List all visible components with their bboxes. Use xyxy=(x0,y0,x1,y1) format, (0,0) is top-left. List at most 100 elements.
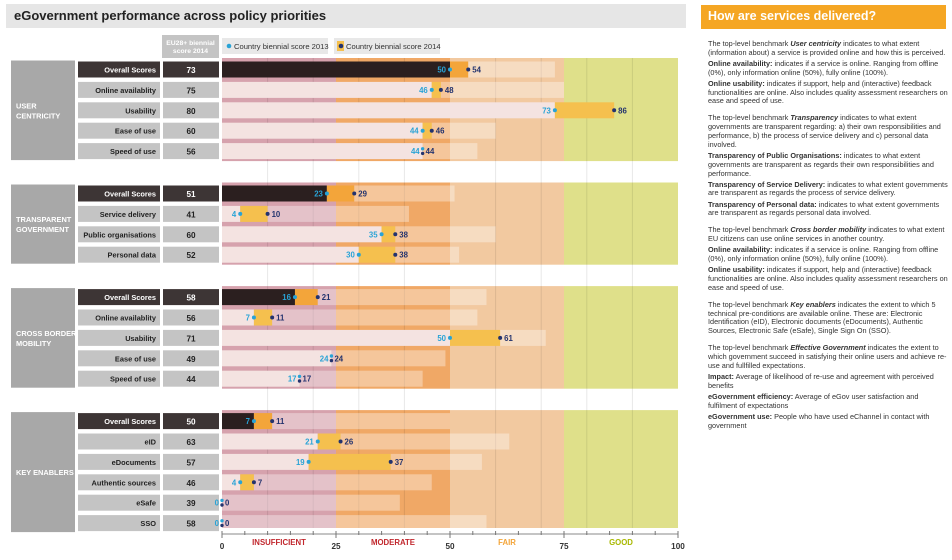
row-label-box xyxy=(78,309,160,326)
value-2014: 11 xyxy=(276,417,285,426)
eu-gap-bar xyxy=(299,370,423,387)
eu-header-line1: EU28+ biennial xyxy=(166,40,215,47)
dot-2014 xyxy=(220,523,224,528)
x-tick-label: 50 xyxy=(445,542,455,551)
value-2013: 17 xyxy=(288,375,297,384)
value-2014: 0 xyxy=(225,519,230,528)
eu-score: 41 xyxy=(186,210,196,219)
group-label-text: GOVERNMENT xyxy=(16,225,69,234)
value-2013: 19 xyxy=(296,458,305,467)
row-label-box xyxy=(78,370,160,387)
eu-gap-bar xyxy=(272,309,478,326)
row-label-box xyxy=(78,205,160,222)
dot-2014 xyxy=(438,87,443,92)
bar-2013 xyxy=(222,81,432,98)
legend-2014-dot xyxy=(338,43,344,49)
eu-score: 56 xyxy=(186,148,196,157)
chart-panel: eGovernment performance across policy pr… xyxy=(0,4,692,551)
group-label-text: USER xyxy=(16,101,37,110)
dot-2014 xyxy=(220,503,224,507)
group-label-text: CENTRICITY xyxy=(16,111,60,120)
legend-2013-dot xyxy=(226,43,232,49)
row-label-box xyxy=(78,289,160,306)
dot-2013 xyxy=(292,295,297,300)
x-tick-label: 0 xyxy=(220,542,225,551)
bar-2013 xyxy=(222,246,359,263)
dot-2013 xyxy=(420,128,425,133)
dot-2013 xyxy=(238,480,243,485)
dot-2013 xyxy=(356,252,361,257)
eu-score: 39 xyxy=(186,499,196,508)
zone-label: MODERATE xyxy=(371,538,415,547)
value-2014: 37 xyxy=(395,458,404,467)
eu-score-box xyxy=(163,61,219,78)
transparency-personal-data: Transparency of Personal data: indicates… xyxy=(708,199,940,218)
zone-good xyxy=(564,58,678,528)
value-2014: 0 xyxy=(225,499,230,508)
row-label-box xyxy=(78,329,160,346)
eu-score-box xyxy=(163,226,219,243)
value-2013: 4 xyxy=(232,478,237,487)
eu-gap-bar xyxy=(222,515,487,532)
value-2014: 48 xyxy=(445,86,454,95)
zone-label: GOOD xyxy=(609,538,633,547)
bar-2013 xyxy=(222,433,318,450)
eu-score-box xyxy=(163,494,219,511)
row-label-box xyxy=(78,433,160,450)
bar-2013 xyxy=(222,102,555,119)
eu-score: 51 xyxy=(186,190,196,199)
row-label-box xyxy=(78,81,160,98)
value-2013: 0 xyxy=(215,519,220,528)
eu-score: 73 xyxy=(186,66,196,75)
eu-score: 71 xyxy=(186,334,196,343)
dot-2013 xyxy=(552,108,557,113)
eu-score: 56 xyxy=(186,314,196,323)
eu-score: 49 xyxy=(186,355,196,364)
dot-2013 xyxy=(448,335,452,340)
eu-score: 80 xyxy=(186,107,196,116)
bar-2014-increment xyxy=(554,102,615,119)
bar-2013 xyxy=(222,413,254,430)
value-2014: 7 xyxy=(258,478,262,487)
eu-score-box xyxy=(163,309,219,326)
dot-2014 xyxy=(297,379,302,383)
eu-score: 57 xyxy=(186,458,196,467)
eu-gap-bar xyxy=(317,289,487,306)
value-2014: 24 xyxy=(334,354,343,363)
row-label-box xyxy=(78,515,160,532)
sidebar-title: How are services delivered? xyxy=(708,9,877,23)
dot-2014 xyxy=(352,191,357,196)
eu-score: 52 xyxy=(186,251,196,260)
info-sidebar: How are services delivered? The top-leve… xyxy=(701,0,952,560)
bar-2014-increment xyxy=(308,453,391,470)
bar-2014-increment xyxy=(358,246,396,263)
dot-2014 xyxy=(393,232,398,237)
group-separator xyxy=(0,388,692,411)
dot-2013 xyxy=(420,147,425,151)
value-2013: 46 xyxy=(419,86,428,95)
impact-definition: Impact: Average of likelihood of re-use … xyxy=(708,372,934,390)
value-2014: 29 xyxy=(358,190,367,199)
dot-2013 xyxy=(306,459,311,464)
group-label-box xyxy=(11,60,75,161)
dot-2013 xyxy=(238,211,243,216)
row-label-box xyxy=(78,474,160,491)
value-2014: 21 xyxy=(322,293,331,302)
eu-header-box xyxy=(162,35,219,58)
row-label: Speed of use xyxy=(110,375,156,384)
bar-2014-increment xyxy=(422,122,432,139)
row-label: Authentic sources xyxy=(92,478,156,487)
group-label-box xyxy=(11,184,75,264)
eu-gap-bar xyxy=(395,246,460,263)
bar-2013 xyxy=(222,309,254,326)
eu-score-box xyxy=(163,81,219,98)
bar-2014-increment xyxy=(253,309,273,326)
group-label-text: CROSS BORDER xyxy=(16,329,77,338)
cross-border-intro: The top-level benchmark Cross border mob… xyxy=(708,225,945,244)
group-separator xyxy=(0,264,692,287)
value-2013: 44 xyxy=(410,127,419,136)
value-2014: 10 xyxy=(272,210,281,219)
eu-gap-bar xyxy=(331,350,446,367)
value-2014: 86 xyxy=(618,106,627,115)
cross-border-usability: Online usability: indicates if support, … xyxy=(708,265,948,292)
